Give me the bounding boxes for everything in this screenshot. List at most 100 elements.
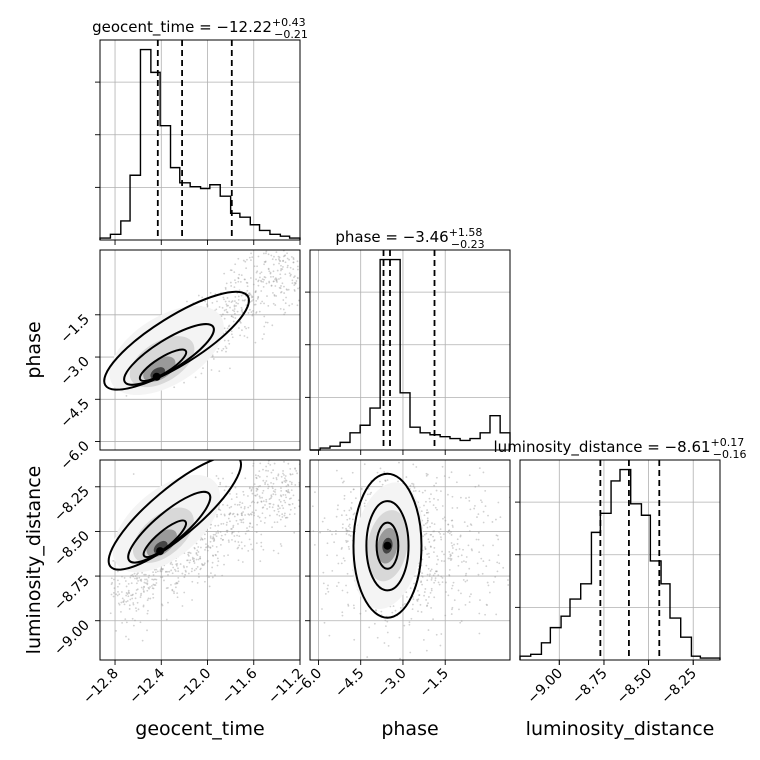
sample-point: [127, 582, 130, 585]
sample-point: [232, 320, 235, 323]
sample-point: [284, 477, 286, 480]
sample-point: [317, 229, 319, 231]
sample-point: [144, 578, 146, 581]
sample-point: [437, 558, 439, 561]
sample-point: [139, 621, 142, 624]
sample-point: [476, 516, 478, 518]
sample-point: [474, 504, 476, 507]
sample-point: [203, 562, 206, 565]
sample-point: [444, 614, 447, 617]
sample-point: [231, 336, 234, 339]
sample-point: [272, 263, 275, 266]
sample-point: [423, 594, 425, 597]
sample-point: [345, 533, 348, 535]
sample-point: [412, 490, 415, 493]
sample-point: [318, 205, 320, 207]
sample-point: [348, 533, 350, 536]
peak-marker: [383, 541, 392, 550]
sample-point: [293, 276, 295, 279]
sample-point: [275, 278, 278, 281]
sample-point: [170, 561, 173, 564]
sample-point: [204, 548, 206, 551]
sample-point: [448, 573, 451, 576]
sample-point: [284, 525, 287, 528]
sample-point: [247, 549, 250, 552]
sample-point: [425, 564, 428, 567]
sample-point: [280, 285, 282, 287]
sample-point: [430, 546, 432, 548]
sample-point: [148, 587, 151, 590]
sample-point: [212, 554, 215, 557]
sample-point: [456, 538, 459, 541]
sample-point: [243, 335, 246, 337]
sample-point: [273, 255, 275, 258]
sample-point: [287, 488, 290, 491]
sample-point: [280, 475, 283, 478]
sample-point: [426, 509, 429, 511]
sample-point: [271, 487, 274, 490]
sample-point: [433, 530, 436, 533]
sample-point: [447, 531, 449, 534]
sample-point: [387, 644, 390, 647]
sample-point: [272, 275, 275, 278]
sample-point: [435, 633, 438, 636]
sample-point: [314, 497, 316, 499]
panel-title-luminosity-distance: luminosity_distance = −8.61+0.17 −0.16: [494, 436, 747, 461]
sample-point: [302, 491, 304, 493]
sample-point: [218, 370, 221, 373]
sample-point: [402, 604, 404, 606]
sample-point: [220, 523, 223, 525]
sample-point: [502, 566, 505, 569]
sample-point: [425, 649, 428, 652]
sample-point: [243, 278, 246, 281]
sample-point: [256, 493, 259, 496]
sample-point: [278, 498, 281, 501]
sample-point: [229, 281, 232, 284]
sample-point: [293, 507, 296, 509]
sample-point: [301, 259, 303, 261]
sample-point: [257, 515, 260, 518]
sample-point: [240, 512, 243, 515]
sample-point: [352, 488, 355, 491]
sample-point: [283, 480, 286, 483]
sample-point: [314, 204, 316, 206]
sample-point: [427, 602, 429, 605]
sample-point: [346, 572, 349, 575]
sample-point: [527, 494, 529, 496]
sample-point: [122, 600, 125, 603]
sample-point: [453, 543, 455, 546]
sample-point: [255, 300, 258, 302]
sample-point: [307, 223, 309, 225]
sample-point: [195, 542, 198, 545]
sample-point: [134, 607, 137, 610]
sample-point: [200, 372, 203, 375]
x-tick-label: −12.4: [126, 665, 168, 707]
sample-point: [228, 300, 231, 303]
sample-point: [250, 252, 252, 255]
sample-point: [250, 295, 253, 297]
sample-point: [310, 240, 312, 242]
sample-point: [487, 514, 489, 517]
sample-point: [457, 555, 460, 558]
sample-point: [340, 562, 343, 565]
joint-panel-geocent-time-vs-phase: [99, 204, 327, 451]
sample-point: [271, 506, 274, 509]
sample-point: [325, 255, 327, 257]
sample-point: [261, 338, 264, 340]
sample-point: [426, 520, 429, 522]
sample-point: [301, 275, 303, 277]
sample-point: [163, 579, 165, 582]
x-tick-label: −3.0: [374, 666, 409, 701]
sample-point: [293, 281, 296, 284]
sample-point: [229, 367, 231, 370]
sample-point: [247, 506, 250, 509]
sample-point: [171, 588, 174, 591]
sample-point: [226, 311, 229, 314]
sample-point: [270, 495, 273, 498]
sample-point: [383, 642, 386, 644]
sample-point: [160, 567, 163, 570]
x-tick-label: −8.25: [658, 666, 700, 708]
sample-point: [433, 438, 435, 440]
sample-point: [345, 527, 347, 530]
sample-point: [239, 321, 242, 324]
